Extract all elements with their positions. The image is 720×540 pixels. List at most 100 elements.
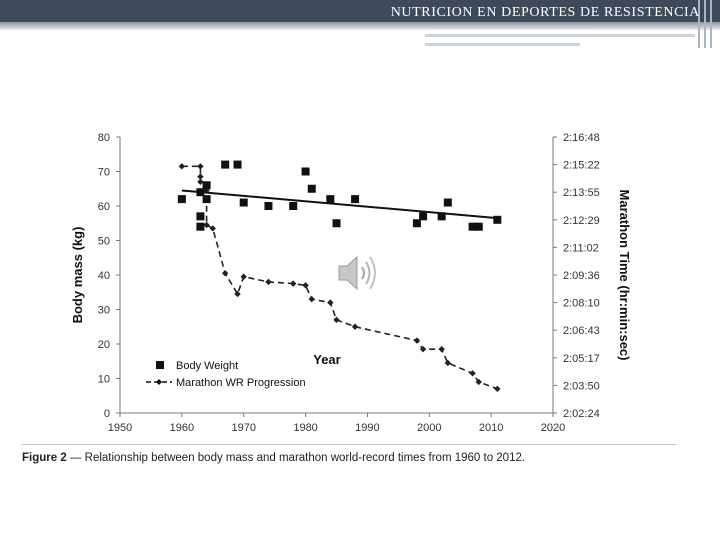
x-ticks: 1950 1960 1970 1980 1990 2000 2010 2020 [108, 413, 565, 434]
x-tick-label: 1960 [170, 422, 194, 434]
legend-wr-label: Marathon WR Progression [176, 377, 306, 389]
wr-point [197, 178, 204, 186]
y2-tick-label: 2:02:24 [563, 408, 600, 420]
x-tick-label: 1990 [355, 422, 379, 434]
y2-tick-label: 2:08:10 [563, 298, 600, 310]
body-weight-point [468, 222, 477, 231]
y2-ticks: 2:02:24 2:03:50 2:05:17 2:06:43 2:08:10 2:09:… [553, 132, 600, 420]
x-tick-label: 1950 [108, 422, 132, 434]
body-weight-point [412, 219, 421, 228]
wr-point [419, 345, 427, 353]
decorative-line [698, 0, 700, 48]
x-tick-label: 2000 [417, 422, 441, 434]
y-tick-label: 80 [98, 132, 110, 144]
chart: 1950 1960 1970 1980 1990 2000 2010 2020 0 10 20 30… [70, 132, 632, 434]
y2-axis-label: Marathon Time (hr:min:sec) [617, 190, 632, 361]
body-weight-point [202, 181, 211, 190]
y2-tick-label: 2:03:50 [563, 380, 600, 392]
body-weight-point [307, 184, 316, 193]
body-weight-point [289, 202, 298, 210]
y-tick-label: 30 [98, 305, 110, 317]
y2-tick-label: 2:15:22 [563, 160, 600, 172]
body-weight-point [332, 219, 341, 228]
body-weight-point [202, 195, 211, 204]
y2-tick-label: 2:13:55 [563, 187, 600, 199]
body-weight-point [326, 195, 335, 204]
body-weight-point [443, 198, 452, 207]
y2-tick-label: 2:09:36 [563, 270, 600, 282]
body-weight-point [264, 202, 273, 210]
wr-point [475, 378, 482, 386]
x-tick-label: 2010 [479, 422, 503, 434]
caption-rule [22, 444, 676, 445]
header-bar [0, 0, 720, 22]
trend-line [181, 189, 498, 220]
x-axis-label: Year [313, 352, 340, 367]
y2-tick-label: 2:16:48 [563, 132, 600, 144]
x-tick-label: 1980 [293, 422, 317, 434]
body-weight-point [239, 198, 248, 207]
wr-point [197, 173, 204, 180]
y-axis-label: Body mass (kg) [70, 227, 85, 324]
y-tick-label: 40 [98, 270, 110, 282]
wr-point [197, 163, 204, 170]
wr-point [178, 163, 186, 170]
wr-point [438, 345, 445, 353]
header-shadow [0, 22, 720, 30]
wr-point [308, 295, 315, 303]
wr-point [469, 370, 476, 377]
body-weight-point [221, 160, 230, 169]
legend-body-weight-marker [156, 361, 164, 369]
body-weight-point [474, 222, 483, 231]
wr-point [413, 337, 421, 344]
wr-point [221, 270, 229, 277]
wr-point [302, 282, 309, 289]
y2-tick-label: 2:11:02 [563, 242, 599, 254]
body-weight-point [196, 222, 205, 231]
body-weight-series [177, 160, 502, 231]
wr-point [265, 278, 272, 286]
body-weight-point [177, 195, 186, 204]
body-weight-point [233, 160, 242, 169]
caption-text: — Relationship between body mass and mar… [69, 452, 526, 464]
caption-label: Figure 2 [22, 452, 67, 464]
y2-tick-label: 2:06:43 [563, 325, 600, 337]
body-weight-point [301, 167, 310, 176]
decorative-line [710, 0, 712, 48]
y-tick-label: 10 [98, 374, 110, 386]
wr-point [333, 316, 340, 324]
wr-point [290, 280, 297, 287]
legend-wr-marker [156, 379, 162, 385]
body-weight-point [196, 212, 205, 221]
decorative-line [704, 0, 706, 48]
decorative-line [425, 34, 695, 37]
legend-body-weight-label: Body Weight [176, 360, 238, 372]
wr-point [234, 290, 241, 298]
wr-point [240, 273, 247, 280]
y-ticks: 0 10 20 30 40 50 60 70 80 [98, 132, 120, 420]
x-tick-label: 1970 [231, 422, 255, 434]
wr-point [444, 359, 452, 367]
decorative-line [425, 43, 580, 46]
wr-point [494, 385, 501, 393]
wr-point [327, 299, 334, 306]
y-tick-label: 20 [98, 339, 110, 351]
body-weight-point [493, 215, 502, 224]
y2-tick-label: 2:12:29 [563, 215, 600, 227]
speaker-icon[interactable] [336, 252, 384, 294]
wr-point [203, 221, 210, 229]
body-weight-point [419, 212, 428, 221]
y2-tick-label: 2:05:17 [563, 353, 600, 365]
wr-point [209, 225, 216, 232]
body-weight-point [437, 212, 446, 221]
figure-caption: Figure 2 — Relationship between body mas… [22, 452, 525, 464]
x-tick-label: 2020 [541, 422, 565, 434]
y-tick-label: 50 [98, 236, 110, 248]
body-weight-point [351, 195, 360, 204]
y-tick-label: 70 [98, 167, 110, 179]
y-tick-label: 60 [98, 201, 110, 213]
wr-point [351, 323, 359, 330]
legend: Body Weight Marathon WR Progression [146, 360, 306, 389]
y-tick-label: 0 [104, 408, 110, 420]
slide-title: NUTRICION EN DEPORTES DE RESISTENCIA [390, 5, 700, 20]
